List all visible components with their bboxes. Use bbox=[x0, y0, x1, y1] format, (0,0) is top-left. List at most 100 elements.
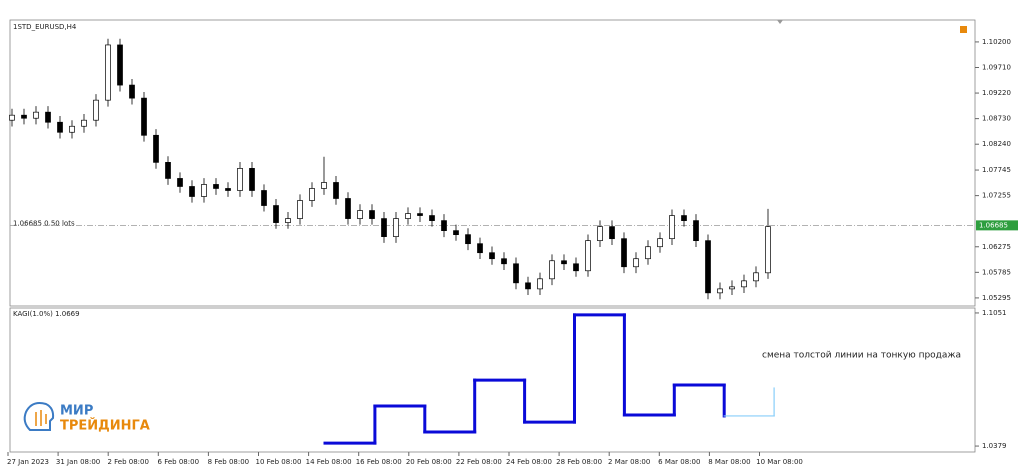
candle-body bbox=[165, 162, 171, 179]
candle-body bbox=[105, 44, 111, 101]
candle-body bbox=[453, 230, 459, 236]
x-tick-label: 28 Feb 08:00 bbox=[556, 458, 602, 466]
candle-body bbox=[153, 134, 159, 163]
candle-body bbox=[633, 258, 639, 268]
shift-marker bbox=[777, 20, 783, 24]
y-tick-label: 1.06275 bbox=[982, 243, 1011, 251]
x-tick-label: 10 Feb 08:00 bbox=[256, 458, 302, 466]
candle-body bbox=[573, 263, 579, 272]
y-tick-label: 1.09220 bbox=[982, 89, 1011, 97]
candle-body bbox=[225, 188, 231, 191]
x-tick-label: 8 Mar 08:00 bbox=[708, 458, 750, 466]
current-price-label: 1.06685 bbox=[979, 221, 1008, 229]
y-tick-label: 1.08730 bbox=[982, 115, 1011, 123]
candle-body bbox=[369, 210, 375, 219]
candle-body bbox=[549, 260, 555, 280]
y-tick-label: 1.10200 bbox=[982, 38, 1011, 46]
candle-body bbox=[57, 121, 63, 133]
candle-body bbox=[561, 260, 567, 265]
x-tick-label: 2 Feb 08:00 bbox=[107, 458, 148, 466]
candle-body bbox=[705, 240, 711, 294]
candle-body bbox=[417, 213, 423, 216]
candle-body bbox=[81, 119, 87, 127]
candle-body bbox=[321, 182, 327, 189]
candle-body bbox=[441, 220, 447, 231]
candle-body bbox=[621, 238, 627, 268]
x-tick-label: 31 Jan 08:00 bbox=[56, 458, 100, 466]
candle-body bbox=[177, 178, 183, 187]
logo: МИР ТРЕЙДИНГА bbox=[23, 402, 150, 434]
candle-body bbox=[141, 97, 147, 136]
candle-body bbox=[117, 44, 123, 86]
candle-body bbox=[741, 280, 747, 288]
y-tick-label: 1.05785 bbox=[982, 268, 1011, 276]
candle-body bbox=[537, 278, 543, 290]
logo-icon-lines bbox=[35, 410, 47, 426]
candle-body bbox=[357, 210, 363, 219]
candle-body bbox=[129, 84, 135, 99]
y-tick-label: 1.07745 bbox=[982, 166, 1011, 174]
candle-body bbox=[9, 114, 15, 121]
candle-body bbox=[729, 286, 735, 290]
candle-body bbox=[393, 218, 399, 237]
y-tick-label: 1.0379 bbox=[982, 442, 1007, 450]
chart-title: 1STD_EURUSD,H4 bbox=[13, 23, 77, 31]
x-tick-label: 27 Jan 2023 bbox=[7, 458, 49, 466]
candle-body bbox=[93, 99, 99, 121]
current-price-box bbox=[976, 220, 1018, 231]
y-tick-label: 1.08240 bbox=[982, 140, 1011, 148]
x-tick-label: 14 Feb 08:00 bbox=[306, 458, 352, 466]
candle-body bbox=[681, 215, 687, 221]
y-tick-label: 1.09710 bbox=[982, 63, 1011, 71]
order-label: 1.06685 0.50 lots bbox=[13, 219, 75, 227]
candle-body bbox=[609, 226, 615, 240]
logo-text: МИР bbox=[60, 404, 93, 419]
indicator-title: KAGI(1.0%) 1.0669 bbox=[13, 310, 80, 318]
x-tick-label: 8 Feb 08:00 bbox=[208, 458, 249, 466]
logo-icon bbox=[23, 402, 55, 431]
candle-body bbox=[501, 258, 507, 265]
candle-body bbox=[273, 205, 279, 223]
kagi-panel bbox=[9, 307, 976, 453]
candle-body bbox=[405, 213, 411, 219]
candle-body bbox=[753, 272, 759, 282]
y-tick-label: 1.07255 bbox=[982, 192, 1011, 200]
expert-icon[interactable] bbox=[960, 26, 967, 33]
candle-body bbox=[69, 125, 75, 133]
price-panel bbox=[9, 19, 976, 307]
candle-body bbox=[189, 186, 195, 197]
x-tick-label: 16 Feb 08:00 bbox=[356, 458, 402, 466]
candle-body bbox=[333, 182, 339, 199]
candle-body bbox=[237, 168, 243, 191]
x-tick-label: 2 Mar 08:00 bbox=[608, 458, 650, 466]
candle-body bbox=[33, 111, 39, 119]
x-tick-label: 20 Feb 08:00 bbox=[406, 458, 452, 466]
candle-body bbox=[585, 240, 591, 272]
candle-body bbox=[465, 234, 471, 245]
candle-body bbox=[717, 288, 723, 294]
candle-body bbox=[297, 200, 303, 219]
candle-body bbox=[477, 243, 483, 254]
x-tick-label: 6 Feb 08:00 bbox=[158, 458, 199, 466]
candle-body bbox=[429, 215, 435, 221]
x-tick-label: 24 Feb 08:00 bbox=[506, 458, 552, 466]
candle-body bbox=[381, 218, 387, 237]
candle-body bbox=[201, 184, 207, 197]
candle-body bbox=[513, 263, 519, 284]
candle-body bbox=[597, 226, 603, 242]
annotation: смена толстой линии на тонкую продажа bbox=[762, 351, 961, 361]
x-tick-label: 22 Feb 08:00 bbox=[456, 458, 502, 466]
candle-body bbox=[645, 246, 651, 260]
logo-text: ТРЕЙДИНГА bbox=[60, 418, 150, 434]
candle-body bbox=[657, 238, 663, 248]
y-tick-label: 1.05295 bbox=[982, 294, 1011, 302]
candle-body bbox=[525, 282, 531, 290]
candle-body bbox=[213, 184, 219, 189]
candle-body bbox=[309, 188, 315, 201]
candle-body bbox=[45, 111, 51, 123]
candle-body bbox=[669, 215, 675, 240]
candle-body bbox=[285, 218, 291, 223]
candle-body bbox=[693, 220, 699, 242]
candle-body bbox=[249, 168, 255, 191]
